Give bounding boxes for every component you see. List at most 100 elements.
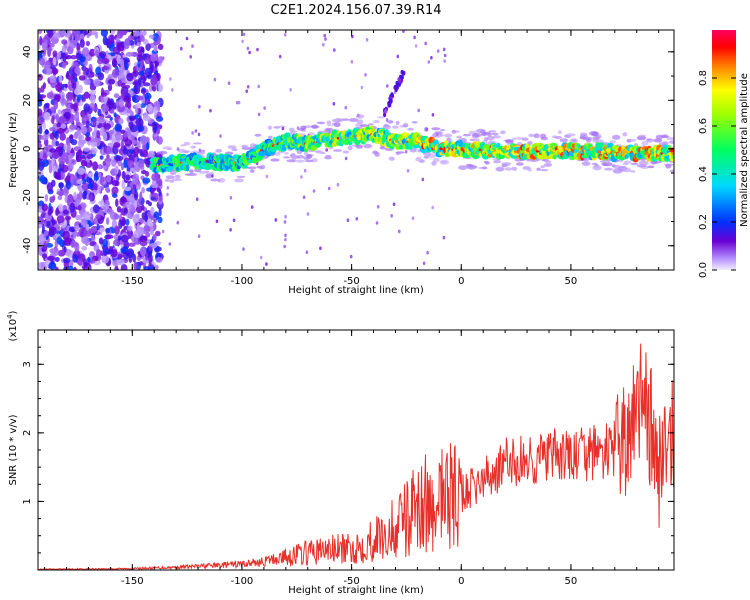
haze-speck xyxy=(342,150,350,154)
noise-speck xyxy=(119,129,126,134)
noise-speck xyxy=(138,70,145,76)
spectrogram-ticks: -150 -100 -50 0 50 -40 -20 0 20 40 xyxy=(22,30,674,287)
noise-speck xyxy=(55,113,59,123)
noise-speck xyxy=(120,140,125,151)
haze-speck xyxy=(402,123,409,128)
haze-speck xyxy=(630,170,636,173)
scatter-speck xyxy=(398,229,401,234)
noise-speck xyxy=(104,123,111,130)
haze-speck xyxy=(332,149,343,152)
noise-speck xyxy=(52,195,56,201)
noise-speck xyxy=(46,69,52,76)
noise-speck xyxy=(155,230,161,237)
noise-speck xyxy=(99,51,107,58)
scatter-speck xyxy=(263,106,266,110)
scatter-speck xyxy=(414,44,418,48)
noise-speck xyxy=(158,188,162,197)
scatter-speck xyxy=(195,197,199,201)
noise-speck xyxy=(150,206,155,216)
noise-speck xyxy=(68,152,74,159)
noise-speck xyxy=(139,103,146,108)
haze-speck xyxy=(540,136,549,141)
noise-speck xyxy=(48,226,57,236)
noise-speck xyxy=(38,73,43,81)
noise-speck xyxy=(52,32,61,39)
noise-speck xyxy=(117,159,122,167)
noise-speck xyxy=(102,238,108,248)
haze-speck xyxy=(465,163,472,167)
haze-speck xyxy=(621,167,632,173)
noise-speck xyxy=(51,115,55,125)
noise-speck xyxy=(69,39,77,49)
noise-speck xyxy=(97,72,105,81)
noise-speck xyxy=(70,241,78,248)
ridge-blob xyxy=(324,132,330,138)
noise-speck xyxy=(76,179,83,185)
haze-speck xyxy=(268,135,273,139)
haze-speck xyxy=(543,163,553,167)
haze-speck xyxy=(311,124,319,129)
scatter-speck xyxy=(245,89,248,93)
haze-speck xyxy=(326,120,332,125)
y-tick-label: 40 xyxy=(22,45,33,58)
scatter-speck xyxy=(242,247,245,251)
haze-speck xyxy=(504,139,514,143)
scatter-speck xyxy=(443,53,447,58)
haze-speck xyxy=(661,135,670,138)
noise-speck xyxy=(118,118,124,125)
noise-speck xyxy=(85,126,93,133)
noise-speck xyxy=(157,105,161,112)
haze-speck xyxy=(579,132,588,137)
noise-speck xyxy=(157,83,164,92)
haze-speck xyxy=(495,166,505,172)
haze-speck xyxy=(565,133,576,137)
noise-speck xyxy=(120,264,128,270)
noise-speck xyxy=(101,66,110,71)
noise-speck xyxy=(143,266,150,270)
noise-speck xyxy=(62,230,70,241)
noise-speck xyxy=(99,155,104,160)
haze-speck xyxy=(638,134,646,137)
noise-speck xyxy=(57,195,63,201)
noise-speck xyxy=(61,39,68,45)
haze-speck xyxy=(630,162,639,166)
noise-speck xyxy=(95,50,99,58)
noise-speck xyxy=(60,52,67,57)
noise-speck xyxy=(54,130,59,140)
noise-speck xyxy=(149,34,155,39)
scatter-speck xyxy=(219,134,222,138)
noise-speck xyxy=(47,30,54,38)
haze-speck xyxy=(218,177,226,183)
noise-speck xyxy=(61,45,67,54)
noise-speck xyxy=(81,182,90,191)
noise-speck xyxy=(123,96,132,104)
noise-speck xyxy=(132,81,140,86)
scatter-speck xyxy=(241,39,244,44)
noise-speck xyxy=(87,182,94,190)
noise-speck xyxy=(47,255,55,261)
noise-speck xyxy=(110,249,118,258)
noise-speck xyxy=(80,123,85,129)
haze-speck xyxy=(618,166,625,169)
noise-speck xyxy=(137,149,143,154)
noise-speck xyxy=(38,161,45,171)
haze-speck xyxy=(284,152,289,155)
noise-speck xyxy=(90,142,98,147)
noise-speck xyxy=(58,203,64,212)
x-tick-label: 50 xyxy=(565,276,578,287)
noise-speck xyxy=(56,191,64,196)
noise-speck xyxy=(146,103,153,112)
noise-speck xyxy=(139,246,147,257)
noise-speck xyxy=(100,92,108,97)
haze-speck xyxy=(622,132,628,137)
haze-speck xyxy=(382,124,391,130)
scatter-speck xyxy=(229,228,232,232)
scatter-speck xyxy=(198,104,201,109)
echo-speck xyxy=(388,103,392,108)
noise-speck xyxy=(86,153,94,159)
scatter-speck xyxy=(417,108,421,113)
noise-speck xyxy=(78,75,86,81)
noise-speck xyxy=(93,204,100,214)
noise-speck xyxy=(96,130,101,139)
spectrogram-y-axis-label: Frequency (Hz) xyxy=(8,112,19,188)
